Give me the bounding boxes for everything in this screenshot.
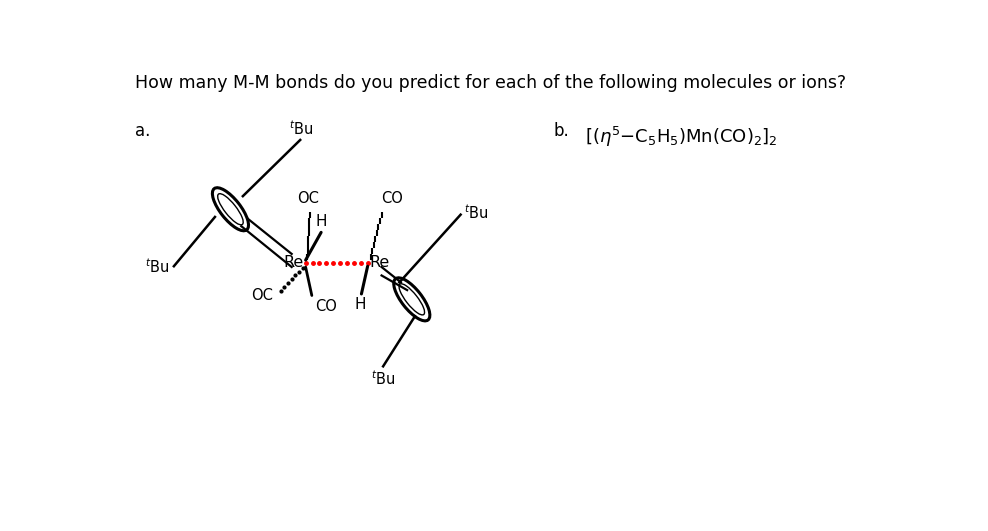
Text: a.: a. — [135, 122, 150, 140]
Text: CO: CO — [381, 191, 403, 206]
Text: OC: OC — [297, 191, 319, 206]
Text: b.: b. — [553, 122, 569, 140]
Text: CO: CO — [315, 298, 337, 314]
Text: Re: Re — [284, 255, 304, 270]
Text: Re: Re — [370, 255, 389, 270]
Text: OC: OC — [251, 288, 273, 303]
Text: H: H — [354, 297, 366, 312]
Text: $[(\eta^5\mathregular{-C_5H_5)Mn(CO)_2]_2}$: $[(\eta^5\mathregular{-C_5H_5)Mn(CO)_2]_… — [585, 125, 778, 149]
Text: H: H — [315, 215, 327, 229]
Text: $^t$Bu: $^t$Bu — [145, 257, 170, 276]
Text: $^t$Bu: $^t$Bu — [289, 119, 314, 139]
Text: $^t$Bu: $^t$Bu — [370, 370, 395, 388]
Text: How many M-M bonds do you predict for each of the following molecules or ions?: How many M-M bonds do you predict for ea… — [135, 74, 847, 92]
Text: $^t$Bu: $^t$Bu — [463, 204, 488, 222]
